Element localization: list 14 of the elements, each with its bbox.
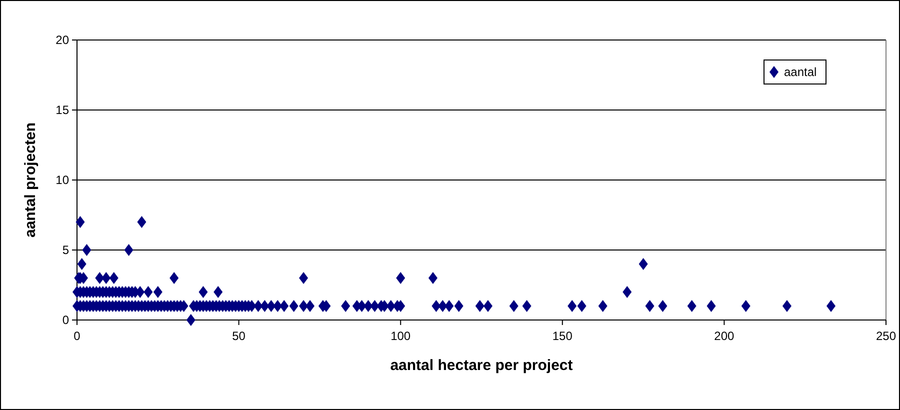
x-tick-label: 0 bbox=[74, 329, 81, 343]
legend-label: aantal bbox=[784, 65, 817, 80]
y-tick-label: 5 bbox=[62, 243, 70, 258]
y-tick-label: 20 bbox=[56, 33, 70, 48]
y-tick-label: 0 bbox=[62, 313, 70, 328]
x-tick-label: 50 bbox=[232, 329, 246, 343]
y-axis-title: aantal projecten bbox=[22, 122, 39, 238]
x-tick-label: 150 bbox=[552, 329, 573, 343]
x-tick-label: 100 bbox=[390, 329, 411, 343]
y-tick-label: 15 bbox=[56, 103, 70, 118]
x-tick-label: 200 bbox=[714, 329, 735, 343]
x-tick-label: 250 bbox=[876, 329, 896, 343]
y-tick-label: 10 bbox=[56, 173, 70, 188]
x-axis-title: aantal hectare per project bbox=[390, 357, 573, 374]
